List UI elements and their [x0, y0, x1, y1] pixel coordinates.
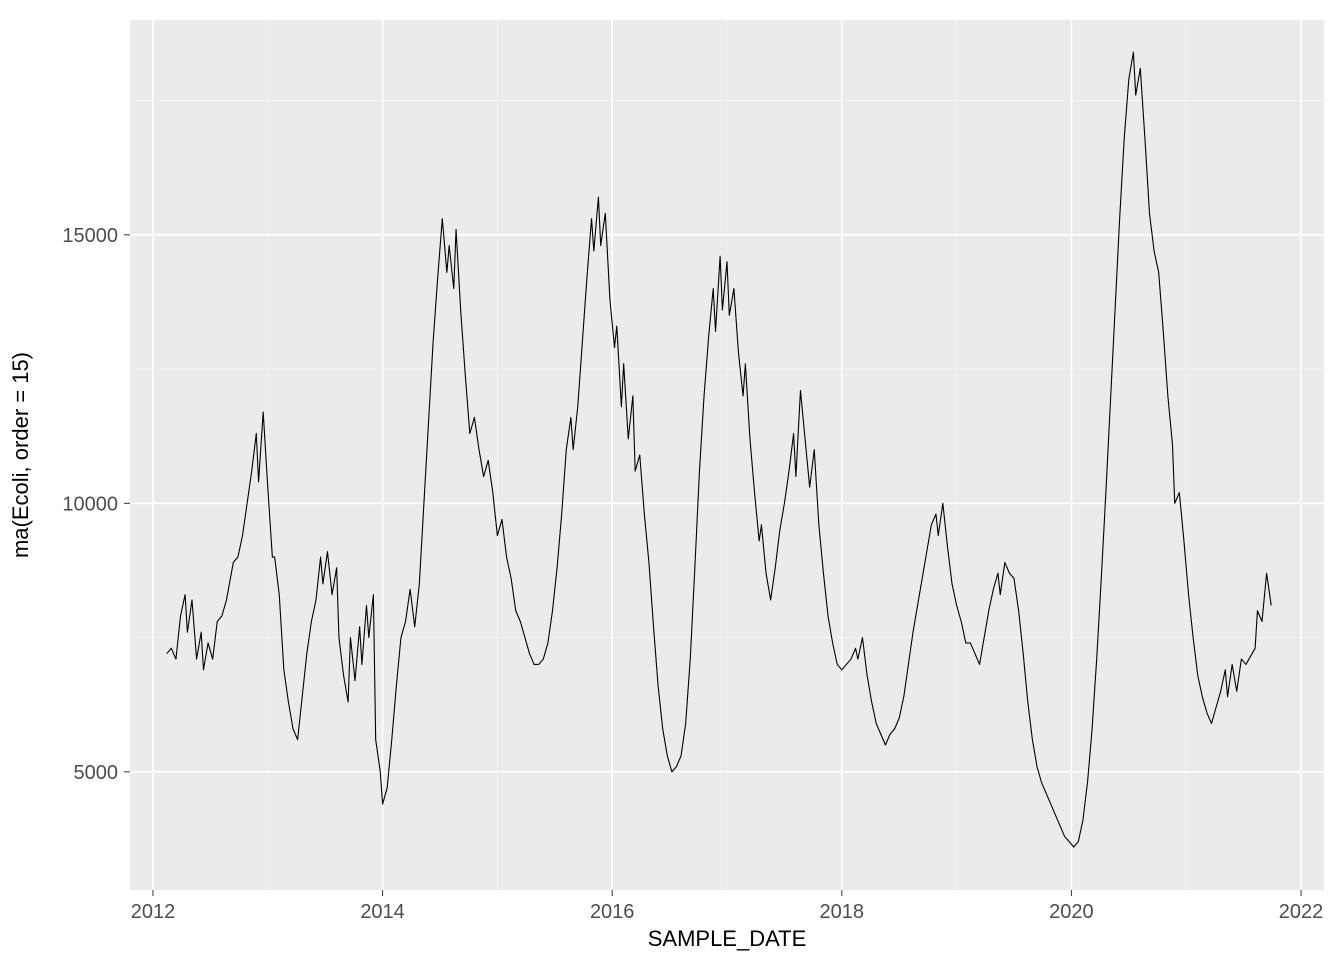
x-tick-label: 2012 [131, 901, 176, 923]
x-tick-label: 2016 [590, 901, 635, 923]
y-tick-label: 15000 [62, 225, 118, 247]
x-tick-label: 2014 [360, 901, 405, 923]
y-tick-label: 10000 [62, 493, 118, 515]
chart-container: 2012 2014 2016 2018 2020 2022 5000 10000 15000 SA… [0, 0, 1344, 960]
y-tick-label: 5000 [74, 762, 119, 784]
x-axis-title: SAMPLE_DATE [648, 926, 807, 951]
y-axis-title: ma(Ecoli, order = 15) [8, 352, 33, 558]
timeseries-chart: 2012 2014 2016 2018 2020 2022 5000 10000 15000 SA… [0, 0, 1344, 960]
x-tick-label: 2018 [820, 901, 865, 923]
x-tick-label: 2022 [1279, 901, 1324, 923]
x-tick-label: 2020 [1049, 901, 1094, 923]
